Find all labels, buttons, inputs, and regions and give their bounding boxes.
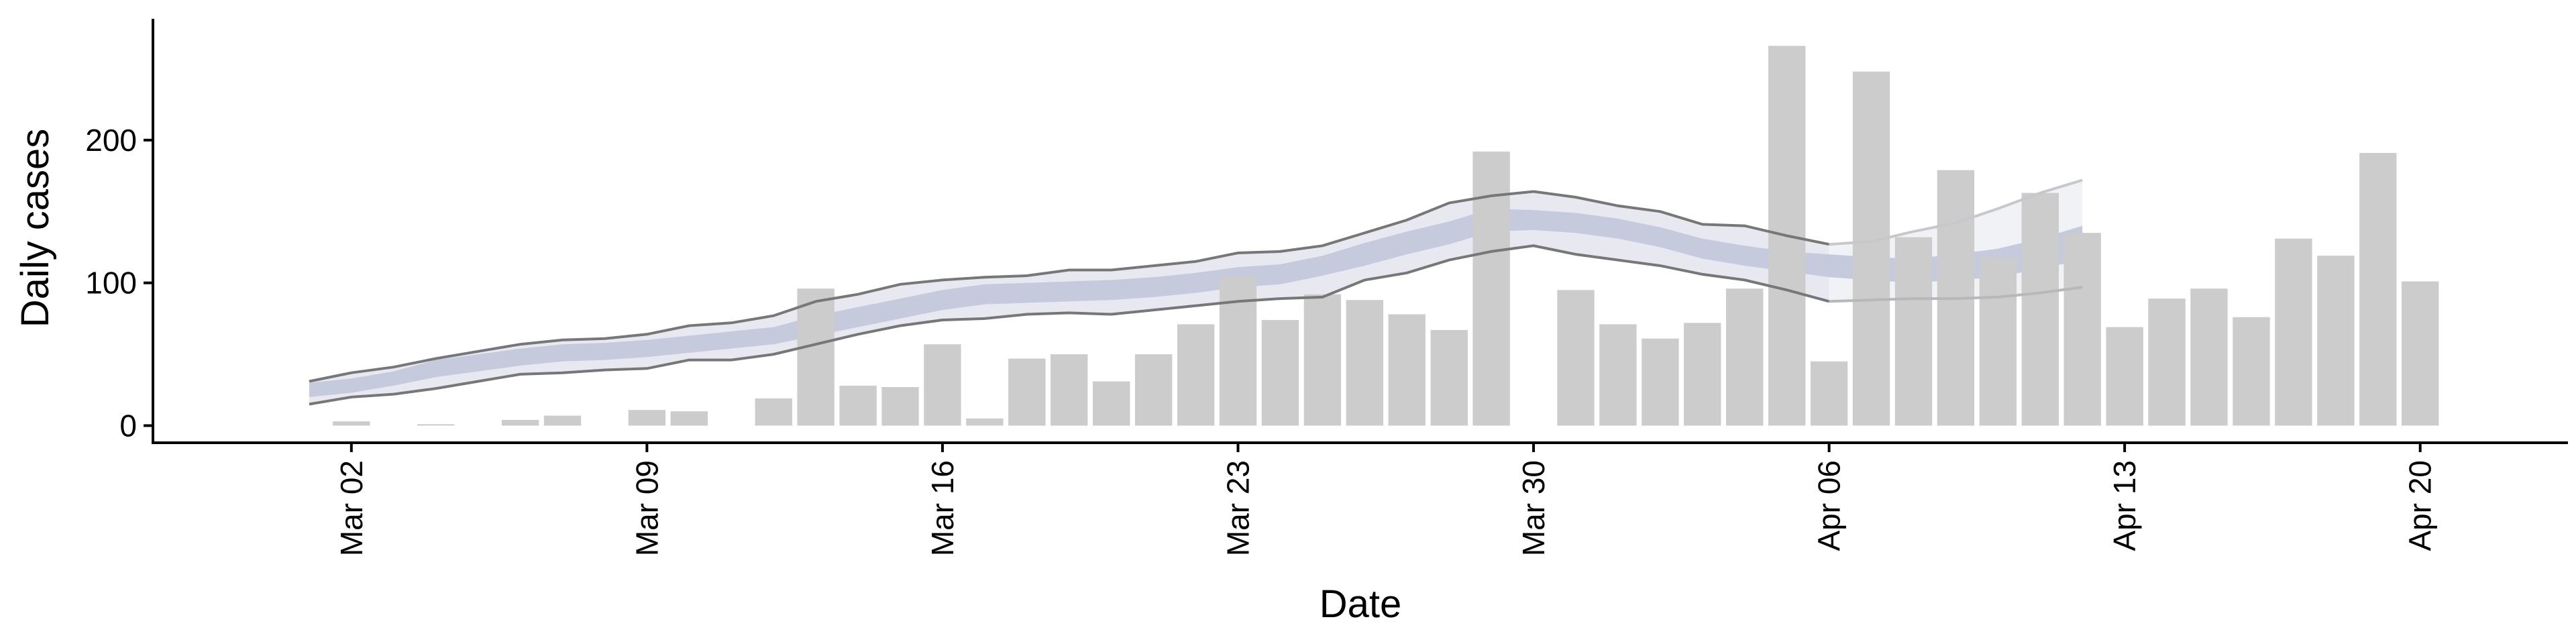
case-bar — [333, 421, 370, 426]
case-bar — [1430, 329, 1468, 426]
case-bar — [628, 410, 666, 426]
case-bar — [1642, 338, 1679, 426]
case-bar — [1726, 288, 1764, 426]
case-bar — [2190, 288, 2228, 426]
x-tick-label: Apr 13 — [2107, 460, 2142, 551]
case-bar — [2359, 153, 2397, 426]
case-bar — [1599, 324, 1637, 426]
case-bar — [2402, 281, 2439, 426]
interval-lines — [309, 178, 2083, 406]
y-tick-label: 200 — [85, 123, 137, 158]
case-bar — [1557, 290, 1595, 426]
case-bar — [1979, 257, 2017, 426]
x-tick-label: Mar 02 — [334, 460, 369, 556]
case-bar — [2106, 327, 2143, 426]
case-bar — [1177, 324, 1215, 426]
case-bar — [1346, 300, 1383, 426]
y-tick-label: 100 — [85, 266, 137, 301]
daily-case-bars — [333, 46, 2439, 426]
y-tick-label: 0 — [119, 408, 137, 443]
case-bar — [755, 398, 792, 426]
x-tick-label: Mar 09 — [629, 460, 664, 556]
case-bar — [1852, 71, 1890, 426]
x-tick-label: Mar 23 — [1220, 460, 1255, 556]
x-axis-ticks: Mar 02 Mar 09 Mar 16 Mar 23 Mar 30 Apr 06 Apr … — [334, 443, 2438, 556]
case-bar — [1684, 323, 1721, 426]
case-bar — [1303, 294, 1342, 426]
case-bar — [1894, 237, 1933, 426]
axes — [152, 19, 2568, 444]
upper-interval-line — [309, 190, 1829, 383]
case-bar — [1008, 358, 1046, 426]
x-tick-label: Apr 06 — [1812, 460, 1847, 551]
case-bar — [1093, 381, 1130, 426]
lower-interval-line — [309, 244, 1830, 406]
case-bar — [501, 420, 539, 426]
case-bar — [543, 415, 582, 426]
x-tick-label: Mar 30 — [1516, 460, 1551, 556]
case-bar — [2233, 317, 2270, 426]
case-bar — [417, 424, 455, 426]
case-bar — [797, 288, 835, 426]
case-bar — [2021, 193, 2059, 426]
case-bar — [1472, 151, 1510, 426]
case-bar — [1388, 314, 1426, 426]
case-bar — [1219, 276, 1257, 426]
case-bar — [2275, 238, 2312, 426]
nowcast-lower-line — [1829, 286, 2083, 303]
case-bar — [966, 418, 1004, 426]
case-bar — [670, 411, 708, 426]
x-tick-label: Apr 20 — [2403, 460, 2438, 551]
nowcast-upper-line — [1829, 178, 2083, 246]
case-bar — [839, 385, 877, 426]
x-axis-title: Date — [1320, 582, 1402, 626]
case-bar — [2148, 299, 2186, 426]
case-bar — [1134, 354, 1173, 426]
case-bar — [2317, 256, 2355, 426]
case-bar — [1051, 354, 1088, 426]
case-bar — [2063, 233, 2101, 426]
x-tick-label: Mar 16 — [925, 460, 960, 556]
case-bar — [1261, 320, 1299, 426]
y-axis-ticks: 0 100 200 — [85, 123, 153, 443]
y-axis-title: Daily cases — [13, 129, 57, 328]
case-bar — [1810, 361, 1848, 426]
case-bar — [924, 344, 961, 426]
case-bar — [881, 387, 919, 426]
